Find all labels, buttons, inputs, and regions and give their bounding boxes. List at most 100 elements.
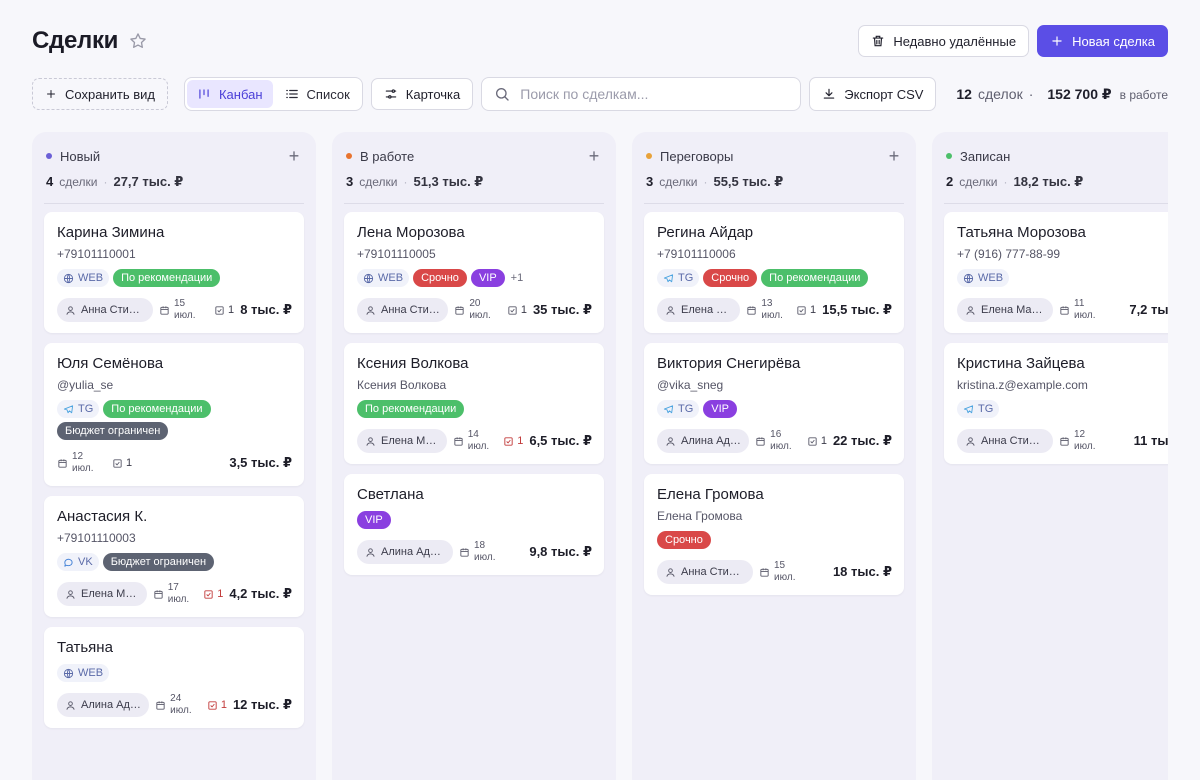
- assignee-chip[interactable]: Алина Адм...: [57, 693, 150, 717]
- web-icon: [63, 273, 74, 284]
- deal-date-label: 16 июл.: [770, 429, 792, 452]
- view-kanban-label: Канбан: [218, 86, 263, 102]
- source-badge: TG: [57, 400, 100, 418]
- deal-contact: +79101110005: [357, 247, 436, 261]
- deal-date: 17 июл.: [153, 582, 197, 606]
- deal-tasks-count: 1: [220, 699, 227, 711]
- deal-tasks-count: 1: [228, 304, 235, 316]
- deal-amount: 35 тыс. ₽: [532, 302, 592, 317]
- assignee-chip[interactable]: Алина Админ...: [357, 540, 453, 564]
- deal-card[interactable]: Ксения Волкова Ксения Волкова По рекоменда…: [344, 343, 604, 464]
- deal-card[interactable]: Кристина Зайцева kristina.z@example.com TG…: [944, 343, 1168, 464]
- deal-card[interactable]: Анастасия К. +79101110003 VK Бюджет огранич…: [44, 496, 304, 617]
- add-deal-plus-icon[interactable]: +: [288, 146, 300, 166]
- deal-card[interactable]: Регина Айдар +79101110006 TG Срочно По реком…: [644, 212, 904, 333]
- deal-meta: Елена Мас... 14 июл. 1 6,5 тыс. ₽: [357, 428, 592, 454]
- user-icon: [65, 700, 76, 711]
- deal-tags: WEB Срочно VIP +1: [357, 269, 592, 287]
- new-deal-button[interactable]: Новая сделка: [1037, 25, 1168, 57]
- source-label: TG: [678, 403, 694, 415]
- view-kanban-tab[interactable]: Канбан: [186, 80, 273, 108]
- deal-card[interactable]: Виктория Снегирёва @vika_sneg TG VIP Алина А…: [644, 343, 904, 464]
- deal-card[interactable]: Татьяна Морозова +7 (916) 777-88-99 WEB Еле…: [944, 212, 1168, 333]
- deal-tags: TG Срочно По рекомендации: [657, 269, 892, 287]
- deal-tasks: 1: [507, 304, 527, 316]
- export-csv-label: Экспорт CSV: [844, 86, 924, 102]
- assignee-chip[interactable]: Анна Стилист: [57, 298, 153, 322]
- deal-client-name: Карина Зимина: [57, 224, 165, 241]
- assignee-name: Алина Админ...: [381, 546, 445, 558]
- deal-card[interactable]: Светлана VIP Алина Админ... 18 июл. 9,8 тыс.…: [344, 474, 604, 575]
- referral-tag: По рекомендации: [103, 400, 211, 418]
- column-summary: 3 сделки · 55,5 тыс. ₽: [644, 174, 904, 194]
- view-card-button[interactable]: Карточка: [370, 78, 474, 110]
- deal-client-name: Кристина Зайцева: [957, 355, 1085, 372]
- assignee-chip[interactable]: Анна Стилист: [957, 429, 1053, 453]
- user-icon: [365, 547, 376, 558]
- assignee-name: Анна Стилист: [681, 566, 745, 578]
- column-summary-separator: ·: [1003, 175, 1008, 189]
- column-deal-count: 4: [46, 174, 54, 189]
- assignee-chip[interactable]: Алина Адм...: [657, 429, 750, 453]
- star-icon[interactable]: [128, 31, 148, 51]
- assignee-chip[interactable]: Елена Мас...: [357, 429, 447, 453]
- checkbox-icon: [207, 700, 218, 711]
- deal-card[interactable]: Татьяна WEB Алина Адм... 24 июл. 1 12 тыс. ₽: [44, 627, 304, 728]
- recently-deleted-button[interactable]: Недавно удалённые: [858, 25, 1030, 57]
- deal-amount: 15,5 тыс. ₽: [822, 302, 892, 317]
- user-icon: [65, 589, 76, 600]
- deal-tags: VIP: [357, 511, 592, 529]
- assignee-chip[interactable]: Анна Стил...: [357, 298, 449, 322]
- deal-tags: Срочно: [657, 531, 892, 549]
- deal-meta: Алина Адм... 24 июл. 1 12 тыс. ₽: [57, 692, 292, 718]
- assignee-chip[interactable]: Елена Ма...: [657, 298, 741, 322]
- search-input[interactable]: [520, 86, 789, 102]
- deal-amount: 12 тыс. ₽: [232, 697, 292, 712]
- column-summary: 3 сделки · 51,3 тыс. ₽: [344, 174, 604, 194]
- kanban-column: Переговоры +3 сделки · 55,5 тыс. ₽ Регина Айд…: [632, 132, 916, 780]
- export-csv-button[interactable]: Экспорт CSV: [809, 77, 937, 111]
- calendar-icon: [454, 305, 465, 316]
- plus-icon: [1052, 36, 1062, 46]
- view-list-tab[interactable]: Список: [275, 80, 360, 108]
- assignee-chip[interactable]: Елена Мастер: [957, 298, 1053, 322]
- deal-contact: +79101110006: [657, 247, 736, 261]
- deal-meta: Елена Ма... 13 июл. 1 15,5 тыс. ₽: [657, 297, 892, 323]
- deal-card[interactable]: Елена Громова Елена Громова Срочно Анна Сти…: [644, 474, 904, 595]
- assignee-chip[interactable]: Анна Стилист: [657, 560, 753, 584]
- deal-amount: 11 тыс. ₽: [1133, 433, 1168, 448]
- assignee-chip[interactable]: Елена Мас...: [57, 582, 147, 606]
- source-badge: TG: [657, 400, 700, 418]
- checkbox-icon: [796, 305, 807, 316]
- deal-tasks: 1: [207, 699, 227, 711]
- assignee-name: Анна Стил...: [381, 304, 441, 316]
- deal-card[interactable]: Карина Зимина +79101110001 WEB По рекоменда…: [44, 212, 304, 333]
- deal-date: 18 июл.: [459, 540, 508, 564]
- tg-icon: [663, 273, 674, 284]
- calendar-icon: [57, 458, 68, 469]
- view-list-label: Список: [306, 86, 350, 102]
- referral-tag: По рекомендации: [761, 269, 869, 287]
- column-total: 18,2 тыс. ₽: [1013, 174, 1084, 189]
- deal-amount: 6,5 тыс. ₽: [529, 433, 592, 448]
- deal-card[interactable]: Юля Семёнова @yulia_se TG По рекомендации Бю…: [44, 343, 304, 486]
- add-deal-plus-icon[interactable]: +: [588, 146, 600, 166]
- deal-tasks: 1: [214, 304, 234, 316]
- add-deal-plus-icon[interactable]: +: [888, 146, 900, 166]
- deal-tasks: 1: [203, 588, 223, 600]
- source-label: WEB: [78, 667, 104, 679]
- deal-date: 13 июл.: [746, 298, 790, 322]
- deal-tags: TG По рекомендации Бюджет ограничен: [57, 400, 292, 440]
- deal-card[interactable]: Лена Морозова +79101110005 WEB Срочно VIP +1 А…: [344, 212, 604, 333]
- more-tags-count[interactable]: +1: [510, 272, 524, 284]
- source-label: TG: [978, 403, 994, 415]
- calendar-icon: [746, 305, 757, 316]
- budget-limited-tag: Бюджет ограничен: [57, 422, 169, 440]
- save-view-button[interactable]: Сохранить вид: [32, 78, 168, 110]
- checkbox-icon: [214, 305, 225, 316]
- source-badge: TG: [957, 400, 1000, 418]
- user-icon: [965, 436, 976, 447]
- web-icon: [963, 273, 974, 284]
- deal-meta: Анна Стилист 15 июл. 1 8 тыс. ₽: [57, 297, 292, 323]
- page-header: Сделки Недавно удалённые Новая сделка: [32, 24, 1168, 58]
